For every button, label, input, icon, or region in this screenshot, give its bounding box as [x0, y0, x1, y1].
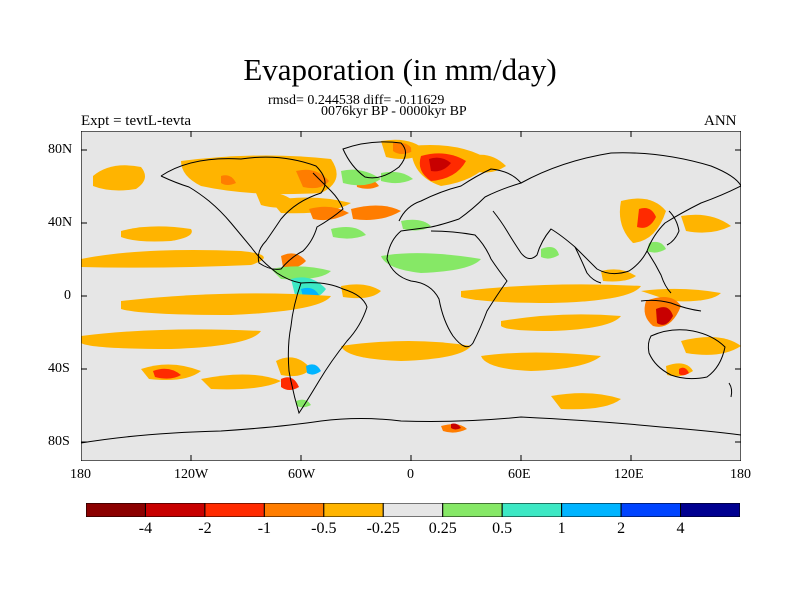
- experiment-label: Expt = tevtL-tevta: [81, 113, 192, 129]
- colorbar-label: -0.5: [311, 520, 337, 537]
- colorbar-swatch: [144, 503, 206, 517]
- colorbar-label: 4: [676, 520, 685, 537]
- colorbar-swatch: [561, 503, 622, 517]
- plot-title: Evaporation (in mm/day): [243, 52, 557, 87]
- colorbar-label: -4: [138, 520, 153, 537]
- colorbar-swatch: [323, 503, 384, 517]
- lat-tick-label: 80N: [48, 142, 73, 157]
- colorbar-swatch: [382, 503, 444, 517]
- colorbar-swatch: [263, 503, 325, 517]
- coastlines: [81, 141, 741, 444]
- evaporation-map: [81, 131, 741, 461]
- lon-tick-label: 180: [70, 467, 91, 482]
- period-line: 0076kyr BP - 0000kyr BP: [321, 104, 467, 119]
- lon-tick-label: 120W: [174, 467, 209, 482]
- colorbar-swatch: [442, 503, 503, 517]
- colorbar-swatch: [204, 503, 265, 517]
- colorbar-label: 0.25: [428, 520, 457, 537]
- lon-tick-label: 60W: [288, 467, 316, 482]
- season-label: ANN: [704, 113, 737, 129]
- colorbar-swatch: [620, 503, 682, 517]
- lat-tick-label: 80S: [48, 434, 70, 449]
- colorbar-swatch: [501, 503, 563, 517]
- lat-tick-label: 40S: [48, 361, 70, 376]
- colorbar-label: -1: [257, 520, 272, 537]
- colorbar-label: -2: [198, 520, 212, 537]
- lon-ticks: [190, 131, 632, 461]
- colorbar-label: -0.25: [366, 520, 400, 537]
- stats-line: rmsd= 0.244538 diff= -0.11629: [268, 93, 445, 108]
- lon-tick-label: 180: [730, 467, 751, 482]
- lon-tick-label: 60E: [508, 467, 531, 482]
- lat-tick-label: 40N: [48, 215, 73, 230]
- colorbar-label: 1: [557, 520, 566, 537]
- lon-tick-label: 0: [407, 467, 414, 482]
- colorbar-swatch: [680, 503, 740, 517]
- colorbar: [86, 503, 740, 517]
- anomaly-layer: [81, 139, 741, 433]
- colorbar-label: 0.5: [492, 520, 513, 537]
- colorbar-swatch: [86, 503, 146, 517]
- lon-tick-label: 120E: [614, 467, 644, 482]
- lat-ticks: [81, 149, 741, 443]
- lat-tick-label: 0: [64, 288, 71, 303]
- colorbar-label: 2: [617, 520, 626, 537]
